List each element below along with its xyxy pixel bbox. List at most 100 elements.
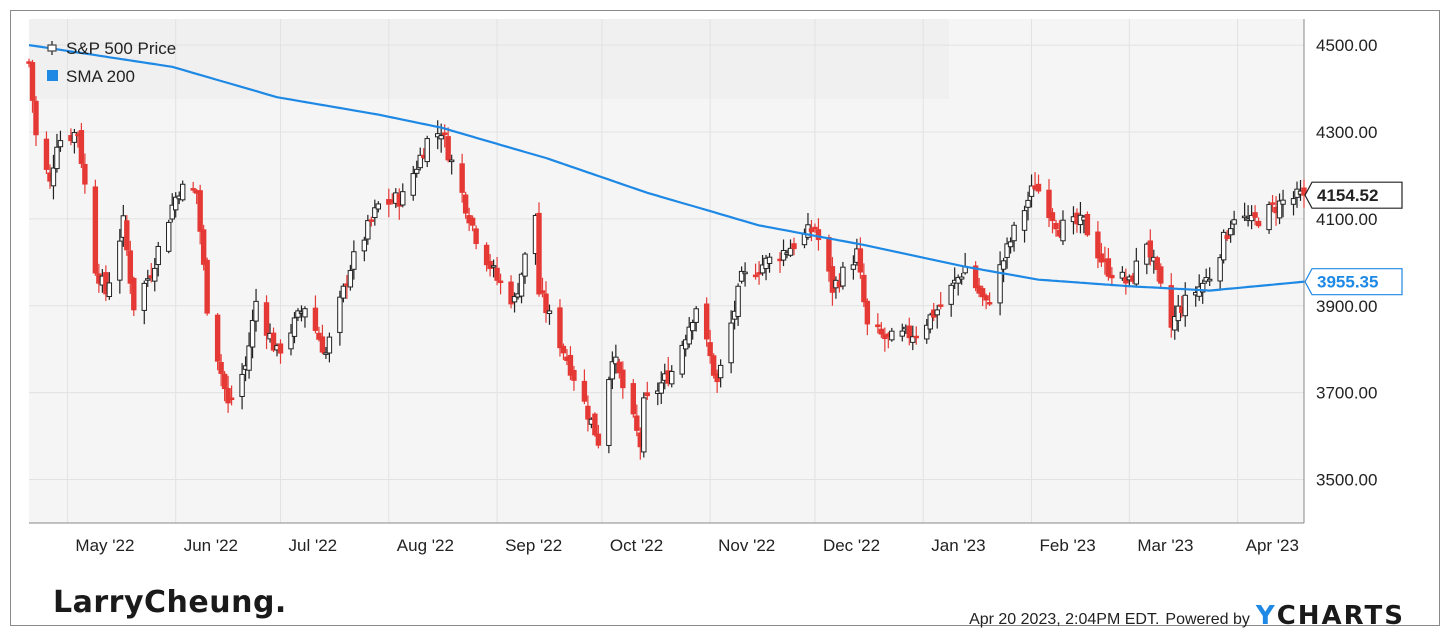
candle-up [1276, 193, 1283, 225]
candle-body [986, 302, 993, 305]
candle-body [1147, 240, 1154, 258]
candle-body [400, 191, 406, 206]
candle-down [861, 263, 867, 308]
candle-up [1172, 305, 1178, 340]
candle-body [228, 397, 235, 401]
candle-body [323, 352, 329, 355]
candle-body [1290, 198, 1297, 205]
candle-down [200, 224, 207, 271]
candle-body [78, 130, 85, 164]
candle-up [173, 192, 179, 218]
candle-up [302, 306, 308, 328]
candle-up [1199, 279, 1206, 304]
last-sma-badge: 3955.35 [1304, 268, 1403, 296]
candle-body [1004, 243, 1010, 258]
candle-down [270, 327, 277, 353]
candle-down [483, 242, 490, 272]
candle-up [948, 282, 954, 317]
candle-body [878, 328, 885, 335]
candle-down [221, 371, 228, 402]
candle-body [316, 332, 322, 340]
candle-body [812, 226, 818, 230]
sma-200-line [28, 44, 1305, 292]
candle-body [312, 307, 319, 331]
candle-down [791, 237, 797, 256]
ycharts-logo-text: CHARTS [1276, 601, 1405, 631]
candle-down [560, 343, 567, 361]
candle-up [958, 272, 965, 285]
candle-body [536, 212, 542, 295]
candle-down [445, 127, 451, 163]
candle-body [1255, 220, 1262, 227]
candle-body [1217, 257, 1223, 282]
candle-body [239, 373, 245, 397]
candle-up [518, 272, 525, 304]
candle-down [1224, 230, 1230, 241]
candle-body [1231, 219, 1237, 225]
candle-up [1227, 220, 1234, 243]
candle-up [735, 283, 741, 326]
candle-body [351, 251, 357, 270]
candle-body [340, 285, 347, 299]
candle-body [221, 373, 228, 390]
last-sma-badge-text: 3955.35 [1317, 273, 1378, 292]
chart-footer: Apr 20 2023, 2:04PM EDT. Powered by Y CH… [969, 601, 1405, 631]
candle-up [787, 239, 794, 258]
candle-body [459, 163, 465, 193]
candle-body [253, 300, 259, 322]
candle-body [511, 296, 518, 303]
ycharts-logo[interactable]: Y CHARTS [1256, 601, 1405, 631]
plot-background [29, 19, 1304, 523]
timestamp: Apr 20 2023, 2:04PM EDT. [969, 611, 1160, 628]
candle-body [1109, 274, 1115, 279]
candle-up [417, 147, 423, 171]
candle-body [641, 397, 647, 453]
candle-down [1049, 208, 1056, 234]
candle-up [927, 312, 933, 334]
candle-body [1158, 266, 1164, 284]
candle-body [92, 186, 99, 274]
candle-body [581, 380, 588, 402]
last-price-badge: 4154.52 [1304, 181, 1403, 209]
candle-body [249, 319, 256, 348]
candle-up [997, 251, 1003, 316]
candle-body [29, 62, 36, 101]
candle-up [1175, 294, 1181, 332]
candle-down [567, 346, 574, 380]
candle-body [375, 203, 382, 210]
candle-body [689, 322, 696, 332]
x-tick-label: Jan '23 [931, 536, 985, 555]
candle-down [543, 281, 549, 323]
candle-down [815, 218, 822, 251]
candlestick-icon [47, 41, 57, 55]
candle-up [641, 392, 647, 458]
candle-body [337, 296, 343, 333]
candle-up [50, 154, 57, 200]
candle-body [50, 167, 57, 187]
candle-body [1060, 219, 1066, 242]
candle-body [630, 383, 637, 415]
x-tick-label: May '22 [75, 536, 134, 555]
candle-down [218, 354, 224, 387]
candle-body [469, 217, 476, 226]
candle-body [693, 308, 699, 323]
candle-down [1046, 179, 1052, 227]
candle-down [312, 295, 319, 334]
candle-down [1168, 273, 1174, 338]
candle-body [616, 361, 623, 374]
candle-down [1255, 217, 1262, 229]
candle-up [609, 351, 616, 390]
candle-up [955, 274, 961, 296]
candle-body [414, 168, 420, 174]
candle-up [106, 272, 113, 300]
candle-body [295, 310, 301, 318]
price-chart: 4500.00 4300.00 4100.00 3900.00 3700.00 3500.… [26, 19, 1403, 555]
candle-body [288, 332, 294, 350]
candle-body [200, 229, 207, 265]
candle-body [1084, 213, 1091, 236]
candle-body [1172, 316, 1178, 331]
candle-down [752, 263, 759, 280]
candle-body [43, 138, 50, 170]
candle-up [155, 241, 161, 277]
candle-down [459, 153, 465, 203]
